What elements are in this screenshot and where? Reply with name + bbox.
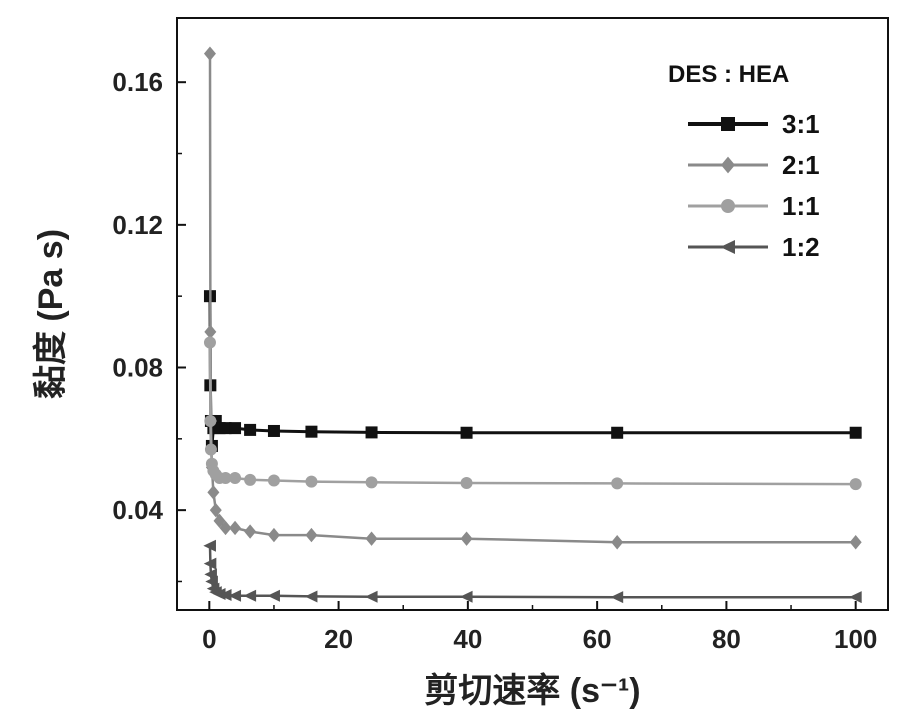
series-line — [208, 296, 856, 447]
data-point — [267, 424, 280, 437]
data-point — [849, 478, 862, 491]
data-point — [305, 475, 318, 488]
data-point — [228, 589, 242, 602]
legend-label: 2:1 — [782, 150, 820, 180]
data-point — [305, 527, 318, 543]
plot-frame — [176, 17, 889, 611]
x-tick-label: 40 — [453, 624, 482, 654]
series-3-1 — [203, 290, 862, 452]
data-point — [460, 531, 473, 546]
data-point — [243, 589, 257, 602]
series-1-2 — [203, 539, 862, 604]
data-point — [611, 477, 624, 490]
data-point — [203, 557, 217, 570]
y-tick-label: 0.04 — [112, 495, 163, 525]
data-point — [365, 531, 378, 546]
y-tick-label: 0.08 — [112, 352, 163, 382]
data-point — [204, 568, 217, 581]
legend-item: 1:2 — [688, 232, 820, 262]
data-point — [204, 324, 217, 340]
series-line — [208, 545, 856, 599]
legend-label: 3:1 — [782, 109, 820, 139]
x-tick-label: 60 — [583, 624, 612, 654]
legend-marker — [721, 199, 735, 213]
data-point — [267, 589, 280, 602]
data-point — [459, 590, 473, 603]
data-point — [204, 414, 217, 427]
data-point — [849, 426, 862, 439]
data-point — [203, 336, 216, 349]
data-point — [244, 473, 257, 486]
data-point — [218, 589, 232, 602]
axis-ticks: 0 20 40 60 80 100 0.04 0.08 0.12 0.16 — [112, 67, 877, 654]
x-tick-label: 80 — [712, 624, 741, 654]
data-point — [229, 422, 242, 435]
y-tick-label: 0.16 — [112, 67, 163, 97]
data-point — [244, 423, 257, 436]
y-tick-label: 0.12 — [112, 210, 163, 240]
x-tick-label: 20 — [324, 624, 353, 654]
data-point — [267, 527, 280, 543]
data-point — [365, 476, 378, 489]
legend-label: 1:1 — [782, 191, 820, 221]
data-point — [205, 575, 218, 588]
legend-item: 2:1 — [688, 150, 820, 180]
data-point — [219, 472, 232, 485]
data-point — [219, 422, 232, 435]
legend-item: 3:1 — [688, 109, 820, 139]
series-line — [208, 53, 856, 544]
data-point — [305, 425, 318, 438]
x-axis-label: 剪切速率 (s⁻¹) — [424, 672, 640, 710]
plot-area — [176, 17, 889, 611]
data-point — [203, 46, 216, 61]
legend-title: DES : HEA — [668, 61, 789, 88]
data-point — [212, 587, 226, 600]
legend-item: 1:1 — [688, 191, 820, 221]
data-point — [610, 591, 624, 604]
y-axis-label: 黏度 (Pa s) — [32, 229, 70, 399]
data-point — [460, 477, 473, 490]
data-point — [229, 472, 242, 485]
data-point — [460, 426, 473, 439]
legend: DES : HEA 3:1 2:1 1:1 1:2 — [668, 61, 820, 262]
data-point — [207, 485, 220, 500]
data-point — [209, 502, 222, 518]
data-point — [365, 426, 378, 439]
series-1-1 — [203, 336, 862, 491]
x-tick-label: 100 — [834, 624, 877, 654]
data-series — [203, 46, 862, 604]
data-point — [611, 535, 624, 550]
data-point — [364, 590, 378, 603]
data-point — [203, 539, 216, 552]
series-line — [208, 342, 856, 486]
data-point — [267, 474, 280, 487]
legend-marker — [721, 156, 735, 174]
series-2-1 — [203, 46, 862, 550]
data-point — [849, 591, 862, 604]
data-point — [244, 524, 257, 539]
legend-label: 1:2 — [782, 232, 820, 262]
data-point — [204, 443, 217, 456]
data-point — [219, 520, 232, 536]
x-tick-label: 0 — [202, 624, 216, 654]
legend-marker — [720, 240, 735, 254]
data-point — [304, 590, 318, 603]
data-point — [849, 535, 862, 550]
data-point — [611, 426, 624, 439]
data-point — [229, 520, 242, 536]
legend-marker — [721, 117, 735, 131]
